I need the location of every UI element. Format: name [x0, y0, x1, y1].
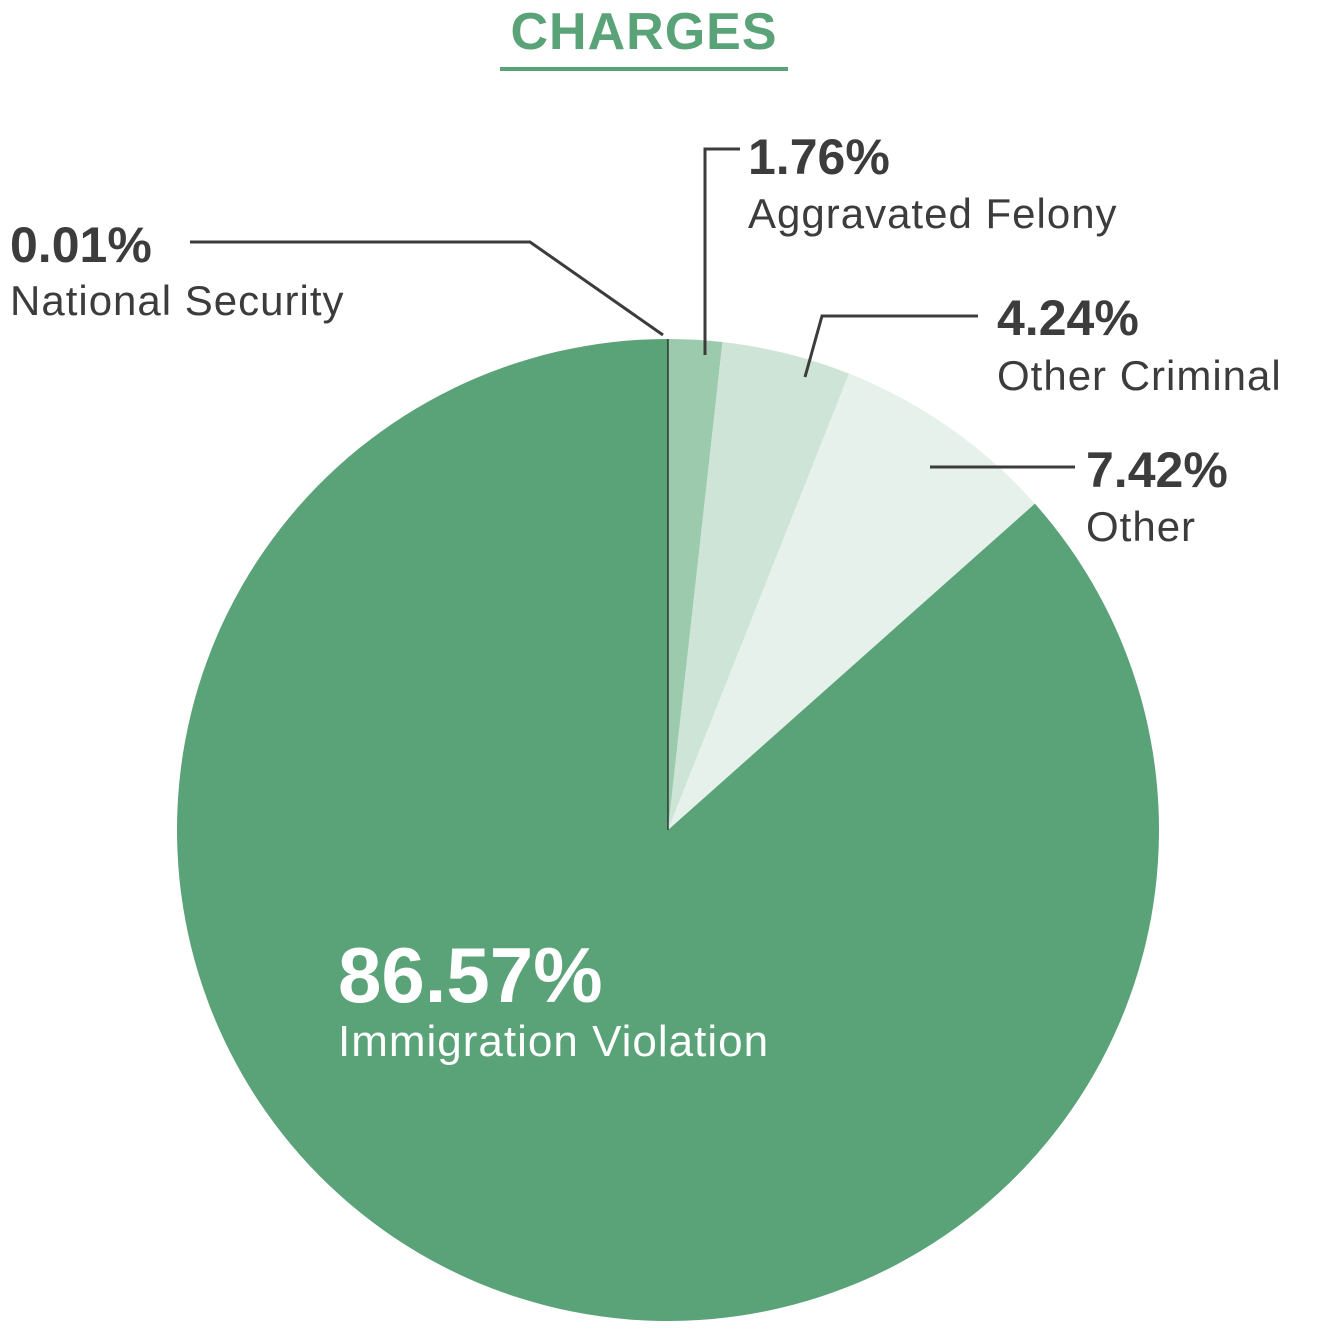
slices-layer — [177, 339, 1160, 1322]
title-underline — [500, 67, 788, 71]
leader-line-national-security — [190, 240, 664, 337]
pie-slice-other-criminal — [668, 342, 850, 830]
labels-layer: 0.01%National Security 1.76% Aggravated Fe… — [10, 129, 1282, 1066]
value-label-immigration-violation: 86.57% — [338, 931, 603, 1019]
pie-slice-other — [668, 373, 1035, 830]
value-label-aggravated-felony: 1.76% — [748, 129, 890, 185]
category-label-other: Other — [1086, 503, 1196, 550]
value-label-other: 7.42% — [1086, 442, 1228, 498]
category-label-national-security: National Security — [10, 277, 344, 324]
leader-line-other-criminal — [803, 314, 978, 378]
category-label-immigration-violation: Immigration Violation — [338, 1017, 769, 1066]
pie-slice-aggravated-felony — [668, 339, 723, 830]
category-label-other-criminal: Other Criminal — [997, 352, 1282, 399]
leader-line-aggravated-felony — [703, 147, 740, 355]
leader-lines-layer — [190, 147, 1075, 469]
value-label-national-security: 0.01% — [10, 217, 152, 273]
category-label-aggravated-felony: Aggravated Felony — [748, 190, 1118, 237]
value-label-other-criminal: 4.24% — [997, 290, 1139, 346]
chart-title: CHARGES — [510, 3, 778, 61]
pie-slice-immigration-violation — [177, 339, 1160, 1322]
